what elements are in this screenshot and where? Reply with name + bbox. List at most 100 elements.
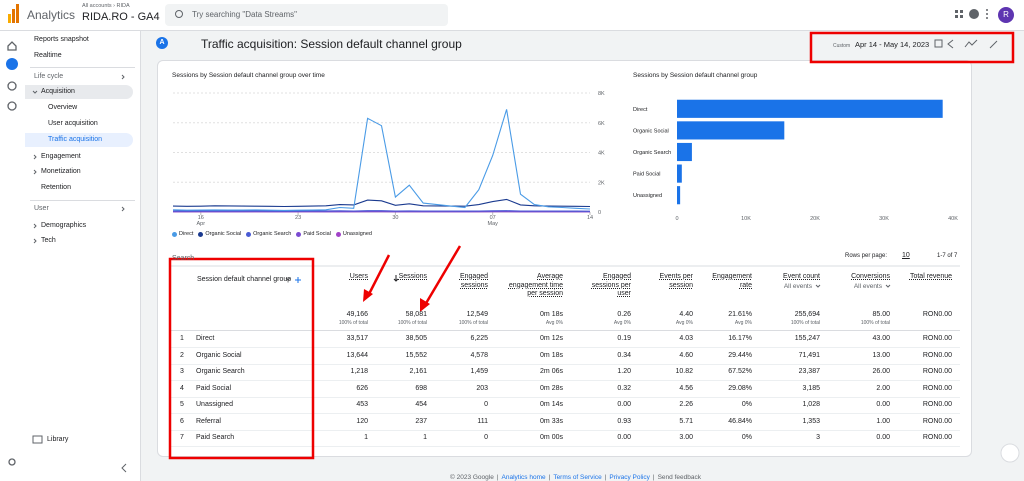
x-tick-sublabel: Apr (197, 221, 206, 227)
annotation-arrowheads (363, 289, 430, 312)
date-range[interactable]: Apr 14 - May 14, 2023 (855, 40, 930, 49)
row-divider (170, 396, 960, 398)
total-note: 100% of total (458, 320, 488, 326)
row-cell: RON0.00 (922, 351, 952, 359)
nav-item[interactable]: Realtime (34, 52, 62, 59)
row-cell: 2m 06s (540, 368, 563, 375)
row-cell: 1 (364, 434, 368, 441)
row-cell: 111 (477, 417, 488, 425)
category-label: Paid Social (633, 172, 661, 178)
avatar-letter[interactable]: R (1003, 10, 1009, 19)
column-header[interactable]: Engaged sessions (459, 273, 488, 289)
column-header[interactable]: Engaged sessions per user (591, 273, 631, 297)
nav-item[interactable]: Engagement (41, 153, 81, 160)
row-cell: 1,459 (470, 368, 488, 375)
column-subheader[interactable]: All events (853, 283, 882, 290)
legend-item[interactable]: Paid Social (296, 231, 331, 237)
breadcrumb[interactable]: All accounts › RIDA (82, 3, 130, 9)
row-cell: 67.52% (728, 368, 752, 375)
legend-label: Organic Search (253, 231, 292, 237)
row-channel[interactable]: Paid Search (196, 434, 235, 441)
footer-link[interactable]: Privacy Policy (609, 474, 650, 481)
row-cell: 26.00 (872, 368, 890, 375)
total-value: 0m 18s (540, 311, 563, 318)
footer-link[interactable]: Send feedback (657, 474, 701, 481)
report-title: Traffic acquisition: Session default cha… (201, 37, 462, 51)
row-channel[interactable]: Organic Search (196, 368, 245, 375)
nav-item[interactable]: Overview (48, 104, 78, 111)
nav-item[interactable]: Traffic acquisition (48, 136, 103, 143)
total-value: 85.00 (872, 311, 890, 318)
column-header[interactable]: Total revenue (909, 273, 952, 280)
date-label[interactable]: Custom (833, 43, 851, 49)
nav-item[interactable]: Retention (41, 184, 71, 191)
add-dimension[interactable] (295, 277, 301, 283)
rows-per-page[interactable]: 10 (902, 252, 910, 259)
column-header[interactable]: Sessions (398, 273, 427, 280)
x-tick-label: 30K (879, 216, 889, 222)
row-cell: 1,028 (802, 401, 820, 408)
column-header[interactable]: Average engagement time per session (508, 273, 563, 297)
x-tick-label: 23 (295, 215, 301, 221)
column-header[interactable]: Engagement rate (712, 273, 752, 289)
column-header[interactable]: Conversions (851, 273, 890, 280)
row-cell: 13,644 (346, 351, 368, 359)
search-icon (175, 10, 183, 18)
total-note: Avg 0% (613, 320, 631, 326)
nav-item[interactable]: User acquisition (48, 120, 98, 127)
legend-item[interactable]: Organic Search (246, 231, 291, 237)
report-badge-letter[interactable]: A (159, 39, 165, 46)
column-subheader[interactable]: All events (783, 283, 812, 290)
search-placeholder[interactable]: Try searching "Data Streams" (192, 10, 297, 19)
nav-item[interactable]: Acquisition (41, 88, 75, 95)
row-channel[interactable]: Paid Social (196, 384, 232, 392)
legend-item[interactable]: Organic Social (198, 231, 241, 237)
row-divider (170, 330, 960, 331)
toolbar-icons[interactable] (934, 39, 998, 49)
row-channel[interactable]: Organic Social (196, 351, 242, 359)
row-cell: 203 (476, 384, 488, 392)
row-channel[interactable]: Direct (196, 335, 215, 342)
legend-label: Paid Social (303, 231, 331, 237)
row-cell: 0% (741, 401, 752, 408)
dimension-header[interactable]: Session default channel group (197, 276, 292, 283)
row-cell: 15,552 (405, 351, 427, 359)
row-channel[interactable]: Unassigned (196, 401, 233, 408)
row-cell: 43.00 (872, 335, 890, 342)
collapse-icon[interactable] (121, 463, 127, 473)
row-number: 5 (180, 401, 184, 408)
nav-item[interactable]: Monetization (41, 168, 81, 175)
rail-icons[interactable] (6, 41, 18, 466)
table-search[interactable]: Search (172, 255, 195, 262)
total-value: 4.40 (679, 311, 693, 318)
header-icons[interactable] (955, 9, 988, 19)
feedback-button[interactable] (1000, 443, 1020, 463)
report-badge[interactable] (156, 37, 168, 49)
logo (8, 4, 19, 23)
column-header[interactable]: Events per session (659, 273, 693, 289)
nav-item[interactable]: Tech (41, 237, 56, 244)
column-header[interactable]: Event count (783, 273, 820, 280)
series-line (172, 198, 591, 208)
legend-item[interactable]: Direct (172, 231, 193, 237)
nav-item[interactable]: Library (47, 436, 69, 443)
legend-item[interactable]: Unassigned (335, 231, 372, 237)
row-cell: 0m 28s (540, 384, 563, 392)
sort-arrow (393, 275, 399, 282)
search-box[interactable] (165, 4, 448, 26)
legend: Direct Organic Social Organic Search Paid S… (172, 231, 372, 237)
pagination: 1-7 of 7 (937, 253, 958, 259)
nav-section: User (34, 205, 49, 212)
property-name[interactable]: RIDA.RO - GA4 (82, 11, 160, 23)
row-cell: 454 (415, 401, 427, 408)
nav-item[interactable]: Demographics (41, 222, 87, 229)
nav-item[interactable]: Reports snapshot (34, 36, 89, 43)
library-icon (32, 435, 43, 444)
footer-link[interactable]: Analytics home (501, 474, 546, 481)
footer-link[interactable]: Terms of Service (553, 474, 602, 481)
row-channel[interactable]: Referral (196, 417, 221, 425)
row-cell: 4,578 (470, 351, 488, 359)
avatar[interactable] (998, 7, 1014, 23)
column-header[interactable]: Users (349, 273, 368, 280)
